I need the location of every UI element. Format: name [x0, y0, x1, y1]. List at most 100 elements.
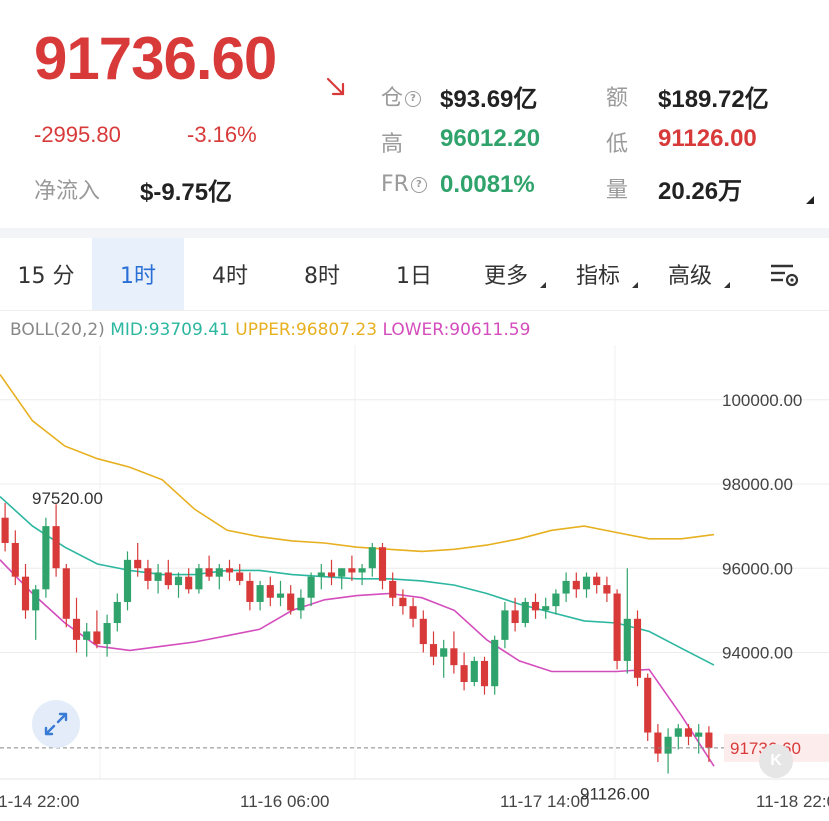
candle-body	[358, 568, 366, 573]
tab-3[interactable]: 8时	[276, 238, 368, 310]
tab-7[interactable]: 高级	[644, 238, 736, 310]
dropdown-corner-icon	[632, 282, 638, 288]
candle-body	[174, 576, 183, 586]
x-tick-label: 11-17 14:00	[500, 792, 589, 811]
candle-body	[225, 568, 234, 573]
tab-label: 1时	[120, 264, 156, 289]
candle-body	[705, 732, 713, 748]
low-marker-label: 91126.00	[580, 785, 650, 804]
candle-body	[72, 618, 81, 640]
candle-body	[287, 593, 295, 611]
boll-mid-line	[0, 496, 715, 666]
chart-settings-icon[interactable]	[767, 257, 801, 291]
candle-body	[389, 580, 397, 598]
net-inflow-label: 净流入	[34, 179, 101, 204]
y-tick-label: 94000.00	[722, 644, 793, 663]
expand-header-icon[interactable]	[806, 196, 814, 204]
candle-body	[613, 593, 621, 661]
tab-2[interactable]: 4时	[184, 238, 276, 310]
stat-value: 0.0081%	[440, 171, 535, 198]
tab-1[interactable]: 1时	[92, 238, 184, 310]
tab-label: 4时	[212, 264, 248, 289]
boll-lower: LOWER:90611.59	[382, 320, 531, 340]
candle-body	[266, 585, 274, 598]
price-change-pct: -3.16%	[187, 122, 257, 147]
price-change: -2995.80	[34, 122, 121, 147]
candle-body	[531, 601, 540, 611]
stat-label-text: 高	[381, 132, 404, 157]
y-tick-label: 100000.00	[722, 391, 802, 410]
help-icon[interactable]: ?	[410, 177, 427, 193]
candle-body	[164, 572, 172, 586]
tab-label: 指标	[575, 264, 620, 289]
stat-label: 额	[606, 80, 628, 112]
candle-body	[327, 572, 336, 577]
candle-body	[144, 568, 152, 581]
boll-upper-line	[0, 374, 715, 553]
stat-value: $93.69亿	[440, 86, 538, 113]
candle-body	[623, 618, 631, 661]
stat-label-text: 仓	[381, 86, 404, 111]
candle-body	[32, 589, 40, 611]
tab-6[interactable]: 指标	[552, 238, 644, 310]
candle-body	[603, 585, 611, 594]
candle-body	[368, 547, 376, 569]
dropdown-corner-icon	[724, 282, 730, 288]
candle-body	[134, 559, 142, 569]
divider	[0, 228, 829, 238]
candle-body	[256, 585, 264, 602]
candle-body	[521, 601, 529, 624]
fullscreen-button[interactable]	[32, 700, 80, 748]
candle-body	[429, 644, 438, 657]
candle-body	[633, 618, 642, 678]
stat-value: 20.26万	[658, 178, 743, 205]
candle-body	[103, 623, 111, 645]
boll-lower-line	[0, 559, 715, 767]
candle-body	[1, 517, 9, 543]
timeframe-tabs: 15 分 1时 4时 8时 1日 更多 指标 高级	[0, 238, 829, 311]
candle-body	[317, 572, 325, 577]
stat-label-text: 量	[606, 178, 629, 203]
candle-body	[562, 580, 570, 594]
candle-body	[460, 665, 468, 682]
candle-body	[582, 576, 591, 590]
last-price: 91736.60	[34, 25, 277, 92]
stat-label: 低	[606, 126, 628, 158]
tab-label: 高级	[667, 264, 712, 289]
candle-body	[11, 542, 19, 577]
x-tick-label: 11-16 06:00	[240, 792, 329, 811]
candle-body	[42, 526, 50, 590]
candle-body	[338, 568, 346, 577]
candle-body	[236, 572, 244, 581]
stat-value: 91126.00	[658, 125, 757, 152]
tab-4[interactable]: 1日	[368, 238, 460, 310]
candle-body	[419, 618, 427, 645]
candle-body	[52, 526, 60, 569]
tab-5[interactable]: 更多	[460, 238, 552, 310]
arrow-down-right-icon	[326, 77, 345, 96]
candle-body	[674, 728, 682, 737]
candle-body	[185, 576, 193, 590]
boll-upper: UPPER:96807.23	[235, 320, 378, 340]
y-tick-label: 98000.00	[722, 475, 793, 494]
candle-body	[399, 597, 407, 607]
candle-body	[572, 580, 580, 590]
k-line-button[interactable]: K	[759, 744, 793, 778]
candle-body	[83, 631, 91, 640]
stat-value: $189.72亿	[658, 86, 769, 113]
candle-body	[644, 677, 652, 733]
candle-body	[123, 559, 132, 602]
candle-body	[93, 631, 101, 645]
candle-body	[440, 648, 448, 657]
stat-label-text: 低	[606, 132, 629, 157]
tab-0[interactable]: 15 分	[0, 238, 92, 310]
candle-body	[501, 610, 509, 640]
stat-label: 量	[606, 172, 628, 204]
candle-body	[664, 736, 672, 754]
candle-body	[378, 547, 387, 581]
candle-body	[695, 732, 703, 737]
dropdown-corner-icon	[540, 282, 546, 288]
stat-label: 高	[381, 126, 403, 158]
help-icon[interactable]: ?	[405, 91, 422, 107]
candlestick-chart[interactable]: 100000.00 98000.00 96000.00 94000.00 11-14 2…	[0, 345, 829, 821]
